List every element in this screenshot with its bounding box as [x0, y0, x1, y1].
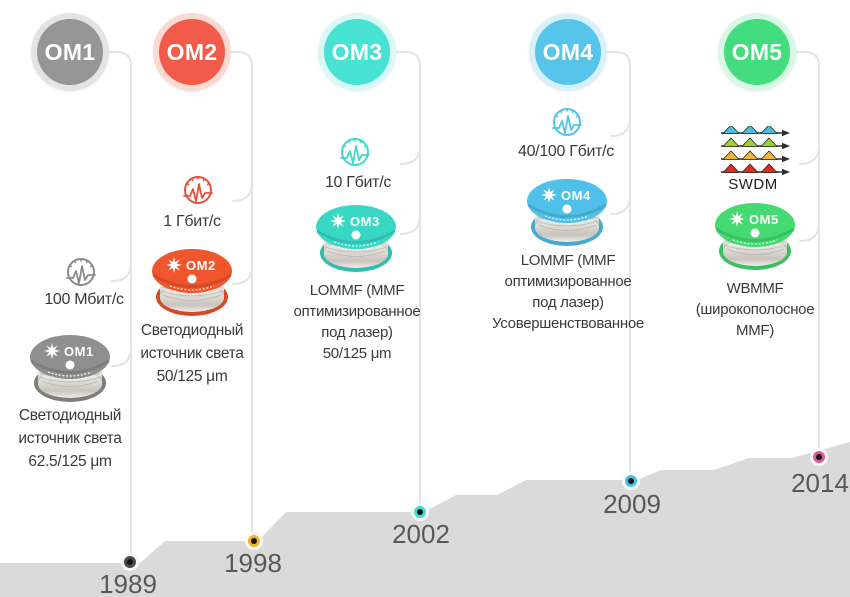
terrain-shape	[0, 442, 850, 597]
